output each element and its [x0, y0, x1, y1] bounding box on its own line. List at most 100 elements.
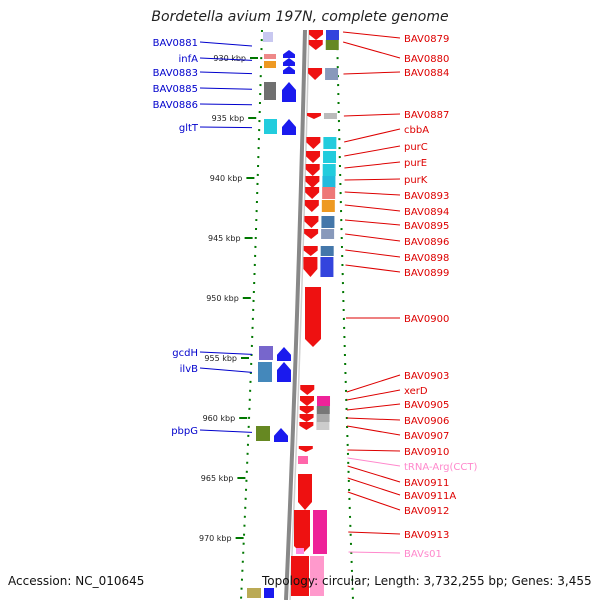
gene-arrow-right	[303, 246, 318, 256]
genome-stats-text: Topology: circular; Length: 3,732,255 bp…	[262, 574, 592, 588]
gene-arrow-left	[277, 362, 291, 382]
gene-label-right: BAV0905	[404, 400, 449, 411]
genome-backbone	[284, 29, 307, 600]
cog-box	[264, 119, 277, 134]
leader-line	[347, 449, 401, 452]
gene-arrow-right	[299, 422, 314, 430]
gene-label-left: pbpG	[171, 426, 198, 437]
gene-arrow-left	[282, 119, 296, 135]
leader-line	[343, 113, 401, 117]
gene-label-left: gltT	[179, 123, 199, 134]
gene-arrow-right	[306, 137, 321, 149]
gene-label-right: BAV0898	[404, 253, 449, 264]
cog-box	[258, 362, 272, 382]
cog-box	[264, 82, 276, 100]
gene-label-left: BAV0886	[153, 100, 198, 111]
leader-line	[199, 103, 253, 106]
gene-block	[291, 556, 309, 596]
gene-label-right: BAV0899	[404, 268, 449, 279]
gene-arrow-left	[283, 58, 295, 66]
leader-line	[199, 351, 253, 355]
gene-arrow-right	[304, 216, 319, 228]
ruler-axis: 930 kbp 935 kbp 940 kbp 945 kbp 950 kbp 955 k…	[199, 54, 258, 543]
leader-line	[199, 71, 253, 75]
gene-label-right: BAV0911A	[404, 491, 456, 502]
gene-label-right: BAV0896	[404, 237, 449, 248]
leader-line	[344, 145, 401, 157]
cog-box	[320, 246, 334, 256]
leader-line	[347, 477, 401, 496]
ruler-tick-label: 955 kbp	[204, 354, 237, 363]
leader-line	[345, 233, 401, 242]
leader-line	[344, 128, 401, 143]
leader-line	[344, 178, 401, 181]
ruler-tick-label: 945 kbp	[208, 234, 241, 243]
gene-arrow-right	[309, 30, 323, 40]
gene-arrow-right	[308, 68, 323, 80]
leader-line	[344, 191, 401, 196]
ruler-tick-label: 950 kbp	[206, 294, 239, 303]
gene-arrow-right	[305, 287, 321, 347]
leader-line	[344, 161, 401, 169]
gene-arrow-right	[305, 164, 320, 176]
rna-feature	[296, 548, 304, 554]
gene-arrow-left	[282, 82, 296, 102]
gene-arrow-right	[299, 414, 314, 422]
cog-box	[316, 422, 330, 430]
gene-arrow-right	[308, 40, 323, 50]
genome-backbone-shade	[289, 29, 310, 600]
ruler-tick-label: 960 kbp	[203, 414, 236, 423]
gene-labels: BAV0881 infA BAV0883 BAV0885 BAV0886 gltT gcdH…	[153, 31, 477, 560]
cog-box	[323, 113, 337, 119]
leader-line	[345, 264, 401, 273]
cog-box	[316, 406, 330, 414]
gene-label-right: BAV0879	[404, 34, 449, 45]
leader-line	[344, 219, 401, 226]
gene-label-right: cbbA	[404, 125, 429, 136]
gene-label-right: BAV0911	[404, 478, 449, 489]
gene-arrow-left	[277, 347, 291, 361]
leader-line	[199, 57, 253, 61]
gene-label-right: BAV0887	[404, 110, 449, 121]
gene-arrow-right	[305, 176, 320, 188]
gene-label-right: BAV0894	[404, 207, 449, 218]
leader-line	[343, 71, 401, 75]
cog-box	[322, 187, 336, 199]
gene-label-left: BAV0885	[153, 84, 198, 95]
cog-box	[316, 414, 330, 422]
leader-line	[347, 425, 401, 436]
gene-arrow-right	[294, 510, 310, 554]
leader-line	[342, 41, 401, 59]
gene-label-right: BAV0895	[404, 221, 449, 232]
cog-box	[317, 396, 331, 406]
ruler-tick-label: 965 kbp	[201, 474, 234, 483]
leader-line	[344, 204, 401, 212]
leader-line	[199, 87, 253, 90]
gene-label-right: BAV0900	[404, 314, 449, 325]
leader-line	[346, 403, 401, 411]
ruler-tick-label: 970 kbp	[199, 534, 232, 543]
gene-label-left: BAV0881	[153, 38, 198, 49]
ruler-tick-label: 935 kbp	[212, 114, 245, 123]
cog-box	[263, 32, 273, 42]
gene-label-right: BAV0910	[404, 447, 449, 458]
cog-box	[264, 61, 276, 68]
rna-feature	[298, 456, 308, 464]
cog-box	[325, 40, 339, 50]
cog-box	[321, 200, 335, 212]
gene-label-right: purC	[404, 142, 428, 153]
gene-arrow-left	[274, 428, 288, 442]
gene-arrow-left	[283, 66, 295, 74]
leader-line	[345, 249, 401, 258]
cog-box	[321, 229, 335, 239]
leader-line	[347, 465, 401, 483]
gene-label-right: BAV0913	[404, 530, 449, 541]
accession-text: Accession: NC_010645	[8, 574, 145, 588]
cog-box	[313, 510, 327, 554]
cog-box	[325, 68, 339, 80]
leader-line	[347, 491, 401, 511]
leader-line	[199, 41, 253, 47]
cog-box	[259, 346, 273, 360]
gene-arrow-right	[303, 257, 318, 277]
